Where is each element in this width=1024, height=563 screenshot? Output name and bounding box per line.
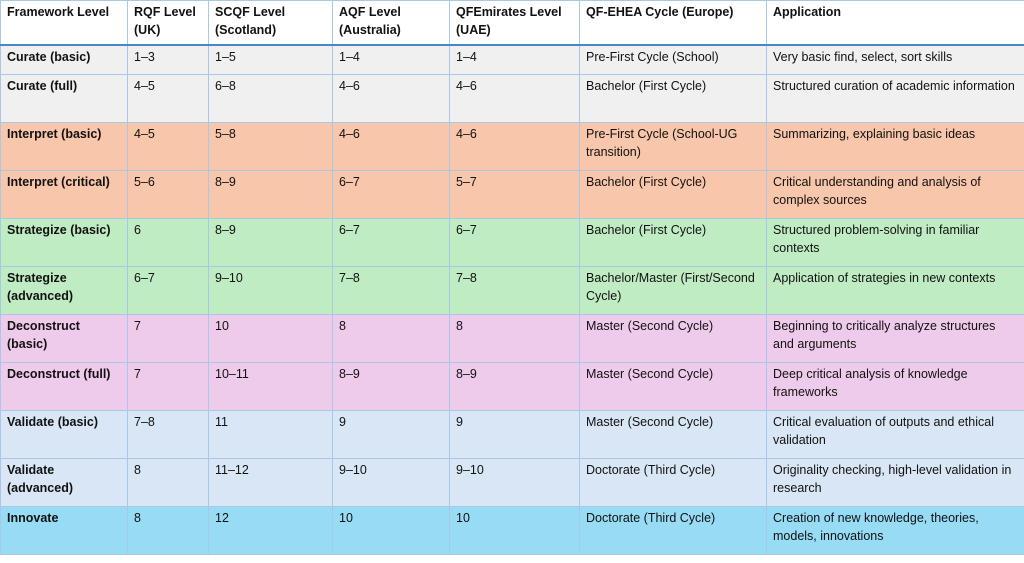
- header-qfemirates-level: QFEmirates Level (UAE): [449, 0, 580, 46]
- table-body: Curate (basic) 1–3 1–5 1–4 1–4 Pre-First…: [0, 44, 1024, 555]
- cell-scqf: 8–9: [208, 218, 333, 267]
- cell-rqf: 7–8: [127, 410, 209, 459]
- cell-scqf: 9–10: [208, 266, 333, 315]
- table-row: Deconstruct (basic) 7 10 8 8 Master (Sec…: [0, 314, 1024, 363]
- table-header: Framework Level RQF Level (UK) SCQF Leve…: [0, 0, 1024, 46]
- cell-framework-level: Deconstruct (basic): [0, 314, 128, 363]
- cell-qfemirates: 9: [449, 410, 580, 459]
- cell-qfemirates: 5–7: [449, 170, 580, 219]
- cell-aqf: 4–6: [332, 122, 450, 171]
- cell-scqf: 6–8: [208, 74, 333, 123]
- cell-qfemirates: 8–9: [449, 362, 580, 411]
- cell-aqf: 4–6: [332, 74, 450, 123]
- table-row: Validate (advanced) 8 11–12 9–10 9–10 Do…: [0, 458, 1024, 507]
- cell-application: Critical evaluation of outputs and ethic…: [766, 410, 1024, 459]
- cell-scqf: 12: [208, 506, 333, 555]
- table-row: Strategize (advanced) 6–7 9–10 7–8 7–8 B…: [0, 266, 1024, 315]
- cell-qf-ehea: Bachelor (First Cycle): [579, 74, 767, 123]
- cell-rqf: 4–5: [127, 74, 209, 123]
- cell-rqf: 7: [127, 362, 209, 411]
- cell-rqf: 8: [127, 458, 209, 507]
- cell-qf-ehea: Master (Second Cycle): [579, 362, 767, 411]
- cell-framework-level: Curate (basic): [0, 44, 128, 75]
- table-row: Curate (basic) 1–3 1–5 1–4 1–4 Pre-First…: [0, 44, 1024, 75]
- cell-framework-level: Innovate: [0, 506, 128, 555]
- cell-framework-level: Validate (basic): [0, 410, 128, 459]
- cell-aqf: 1–4: [332, 44, 450, 75]
- cell-qf-ehea: Doctorate (Third Cycle): [579, 506, 767, 555]
- cell-framework-level: Interpret (critical): [0, 170, 128, 219]
- cell-qfemirates: 4–6: [449, 74, 580, 123]
- table-row: Validate (basic) 7–8 11 9 9 Master (Seco…: [0, 410, 1024, 459]
- cell-qf-ehea: Master (Second Cycle): [579, 410, 767, 459]
- cell-qf-ehea: Bachelor/Master (First/Second Cycle): [579, 266, 767, 315]
- cell-scqf: 11–12: [208, 458, 333, 507]
- cell-qf-ehea: Pre-First Cycle (School): [579, 44, 767, 75]
- cell-framework-level: Strategize (basic): [0, 218, 128, 267]
- cell-application: Very basic find, select, sort skills: [766, 44, 1024, 75]
- cell-application: Critical understanding and analysis of c…: [766, 170, 1024, 219]
- cell-application: Application of strategies in new context…: [766, 266, 1024, 315]
- cell-qfemirates: 4–6: [449, 122, 580, 171]
- cell-rqf: 4–5: [127, 122, 209, 171]
- cell-framework-level: Validate (advanced): [0, 458, 128, 507]
- cell-application: Structured curation of academic informat…: [766, 74, 1024, 123]
- cell-framework-level: Deconstruct (full): [0, 362, 128, 411]
- header-scqf-level: SCQF Level (Scotland): [208, 0, 333, 46]
- header-framework-level: Framework Level: [0, 0, 128, 46]
- cell-rqf: 6–7: [127, 266, 209, 315]
- cell-aqf: 10: [332, 506, 450, 555]
- cell-application: Structured problem-solving in familiar c…: [766, 218, 1024, 267]
- header-rqf-level: RQF Level (UK): [127, 0, 209, 46]
- table-row: Interpret (critical) 5–6 8–9 6–7 5–7 Bac…: [0, 170, 1024, 219]
- cell-qfemirates: 6–7: [449, 218, 580, 267]
- cell-qf-ehea: Bachelor (First Cycle): [579, 170, 767, 219]
- cell-rqf: 8: [127, 506, 209, 555]
- cell-application: Beginning to critically analyze structur…: [766, 314, 1024, 363]
- cell-aqf: 6–7: [332, 218, 450, 267]
- cell-qfemirates: 8: [449, 314, 580, 363]
- cell-aqf: 8: [332, 314, 450, 363]
- cell-aqf: 9–10: [332, 458, 450, 507]
- cell-framework-level: Strategize (advanced): [0, 266, 128, 315]
- cell-qf-ehea: Bachelor (First Cycle): [579, 218, 767, 267]
- cell-scqf: 8–9: [208, 170, 333, 219]
- header-aqf-level: AQF Level (Australia): [332, 0, 450, 46]
- cell-rqf: 6: [127, 218, 209, 267]
- cell-qfemirates: 10: [449, 506, 580, 555]
- table-row: Strategize (basic) 6 8–9 6–7 6–7 Bachelo…: [0, 218, 1024, 267]
- cell-qf-ehea: Master (Second Cycle): [579, 314, 767, 363]
- cell-application: Creation of new knowledge, theories, mod…: [766, 506, 1024, 555]
- cell-qfemirates: 9–10: [449, 458, 580, 507]
- cell-rqf: 1–3: [127, 44, 209, 75]
- cell-rqf: 7: [127, 314, 209, 363]
- table-row: Interpret (basic) 4–5 5–8 4–6 4–6 Pre-Fi…: [0, 122, 1024, 171]
- cell-application: Deep critical analysis of knowledge fram…: [766, 362, 1024, 411]
- cell-aqf: 7–8: [332, 266, 450, 315]
- cell-scqf: 10–11: [208, 362, 333, 411]
- header-qf-ehea-cycle: QF-EHEA Cycle (Europe): [579, 0, 767, 46]
- cell-scqf: 5–8: [208, 122, 333, 171]
- cell-framework-level: Interpret (basic): [0, 122, 128, 171]
- table-row: Curate (full) 4–5 6–8 4–6 4–6 Bachelor (…: [0, 74, 1024, 123]
- cell-aqf: 8–9: [332, 362, 450, 411]
- cell-rqf: 5–6: [127, 170, 209, 219]
- cell-aqf: 9: [332, 410, 450, 459]
- cell-scqf: 1–5: [208, 44, 333, 75]
- cell-aqf: 6–7: [332, 170, 450, 219]
- header-row: Framework Level RQF Level (UK) SCQF Leve…: [0, 0, 1024, 46]
- cell-qfemirates: 1–4: [449, 44, 580, 75]
- cell-qf-ehea: Pre-First Cycle (School-UG transition): [579, 122, 767, 171]
- cell-application: Summarizing, explaining basic ideas: [766, 122, 1024, 171]
- table-row: Innovate 8 12 10 10 Doctorate (Third Cyc…: [0, 506, 1024, 555]
- cell-scqf: 11: [208, 410, 333, 459]
- cell-qf-ehea: Doctorate (Third Cycle): [579, 458, 767, 507]
- header-application: Application: [766, 0, 1024, 46]
- table-row: Deconstruct (full) 7 10–11 8–9 8–9 Maste…: [0, 362, 1024, 411]
- cell-application: Originality checking, high-level validat…: [766, 458, 1024, 507]
- cell-scqf: 10: [208, 314, 333, 363]
- cell-qfemirates: 7–8: [449, 266, 580, 315]
- cell-framework-level: Curate (full): [0, 74, 128, 123]
